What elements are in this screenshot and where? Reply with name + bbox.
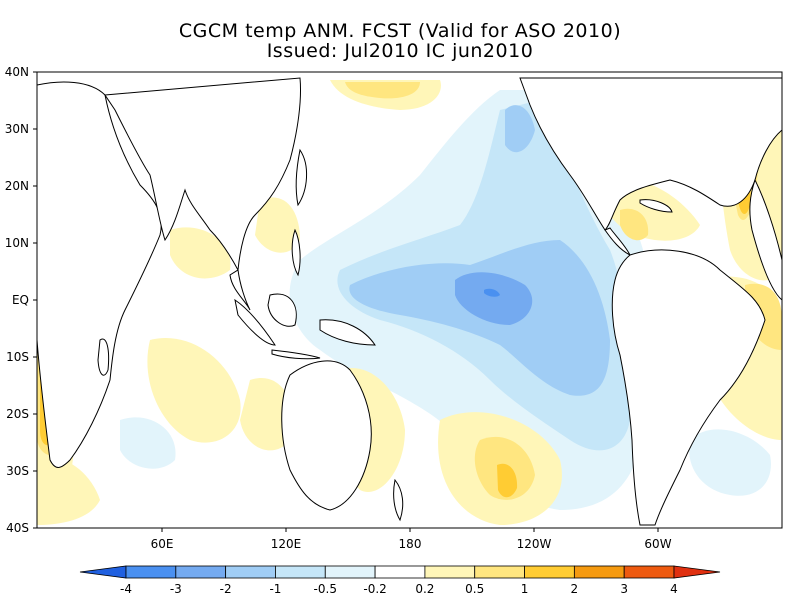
colorbar-label: 0.5 — [465, 582, 485, 596]
colorbar-label: -2 — [219, 582, 232, 596]
colorbar-label: 4 — [670, 582, 678, 596]
anomaly-yellow-s-indian-2 — [240, 378, 293, 451]
lat-label-10n: 10N — [4, 236, 29, 250]
anomaly-yellow-s-indian — [147, 338, 241, 443]
anomaly-gold-n-pacific — [345, 82, 420, 99]
lat-label-30s: 30S — [6, 464, 29, 478]
anomaly-orange-s-pacific — [497, 463, 518, 498]
lat-label-20s: 20S — [6, 407, 29, 421]
borneo-island — [267, 293, 297, 327]
anomaly-light-blue-atlantic — [689, 429, 771, 496]
lon-label-120w: 120W — [516, 537, 552, 551]
australia-landmass — [281, 360, 372, 511]
colorbar-cell — [275, 565, 326, 579]
caribbean-islands — [639, 199, 673, 213]
title-line-1: CGCM temp ANM. FCST (Valid for ASO 2010) — [178, 20, 622, 42]
anomaly-darkest-blue-core — [484, 288, 500, 297]
philippines-islands — [291, 228, 301, 277]
colorbar-label: -4 — [120, 582, 132, 596]
lat-label-eq: EQ — [11, 293, 29, 307]
indochina-peninsula — [229, 269, 251, 311]
anomaly-gold-caribbean — [620, 208, 649, 241]
colorbar-label: -0.2 — [363, 582, 387, 596]
colorbar-label: 3 — [620, 582, 628, 596]
lon-label-60w: 60W — [644, 537, 672, 551]
colorbar-cell — [474, 565, 525, 579]
lon-label-60e: 60E — [150, 537, 174, 551]
lat-label-10s: 10S — [6, 350, 29, 364]
colorbar-cell — [175, 565, 227, 579]
asia-landmass — [104, 77, 301, 272]
new-guinea-island — [319, 319, 376, 346]
colorbar-cell — [524, 565, 575, 579]
colorbar-cell — [225, 565, 276, 579]
colorbar-cell — [573, 565, 625, 579]
anomaly-yellow-w-pacific — [255, 197, 300, 253]
anomaly-yellow-far-indian — [37, 457, 100, 525]
anomaly-mid-blue-north — [505, 105, 535, 153]
colorbar-cell — [374, 565, 426, 579]
japan-islands — [295, 148, 307, 207]
colorbar-left-arrow — [79, 565, 127, 579]
lat-label-40n: 40N — [4, 65, 29, 79]
lat-label-20n: 20N — [4, 179, 29, 193]
colorbar-label: 0.2 — [415, 582, 435, 596]
madagascar-island — [97, 338, 110, 376]
anomaly-dark-blue-core — [455, 272, 533, 325]
lat-label-30n: 30N — [4, 122, 29, 136]
africa-landmass — [37, 81, 162, 468]
colorbar-label: -3 — [169, 582, 182, 596]
sumatra-island — [234, 298, 276, 346]
new-zealand-islands — [393, 478, 404, 522]
colorbar-cell — [424, 565, 476, 579]
south-america-landmass — [611, 249, 766, 526]
anomaly-yellow-indian — [170, 227, 231, 279]
colorbar-cell — [324, 565, 376, 579]
colorbar-right-arrow — [673, 565, 721, 579]
coastlines — [37, 77, 782, 526]
java-island — [271, 349, 321, 360]
colorbar-label: -0.5 — [313, 582, 337, 596]
iberia-africa-east-edge — [749, 178, 782, 301]
title-line-2: Issued: Jul2010 IC jun2010 — [266, 40, 534, 62]
anomaly-light-blue-indian — [120, 417, 176, 469]
lon-label-180: 180 — [398, 537, 422, 551]
colorbar-label: 1 — [520, 582, 529, 596]
colorbar-cell — [125, 565, 177, 579]
lat-label-40s: 40S — [6, 521, 29, 535]
colorbar-label: -1 — [269, 582, 282, 596]
axis-ticks — [33, 71, 659, 532]
colorbar-label: 2 — [570, 582, 579, 596]
colorbar-cell — [623, 565, 675, 579]
lon-label-120e: 120E — [270, 537, 302, 551]
